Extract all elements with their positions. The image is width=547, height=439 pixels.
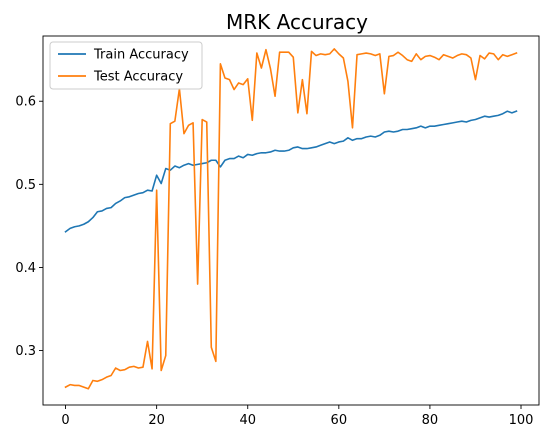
y-tick-label-3: 0.6: [15, 95, 36, 110]
legend-box: [49, 41, 203, 90]
axes-frame: [42, 35, 540, 406]
x-tick-label-1: 20: [148, 413, 165, 428]
axes: 0 20 40 60 80 100 0.3 0.4 0.5 0.6: [15, 35, 540, 428]
x-tick-label-5: 100: [509, 413, 534, 428]
x-tick-label-3: 60: [331, 413, 348, 428]
legend-label-1: Test Accuracy: [93, 70, 183, 85]
series-line-0: [64, 110, 518, 233]
y-tick-label-2: 0.5: [15, 178, 36, 193]
legend-label-0: Train Accuracy: [93, 48, 189, 63]
plot-area: [64, 48, 518, 390]
chart-title: MRK Accuracy: [226, 10, 368, 34]
y-tick-label-0: 0.3: [15, 344, 36, 359]
x-tick-label-4: 80: [422, 413, 439, 428]
y-tick-label-1: 0.4: [15, 261, 36, 276]
legend: Train Accuracy Test Accuracy: [49, 41, 203, 90]
x-tick-label-0: 0: [61, 413, 69, 428]
series-line-1: [64, 48, 518, 390]
x-tick-label-2: 40: [239, 413, 256, 428]
